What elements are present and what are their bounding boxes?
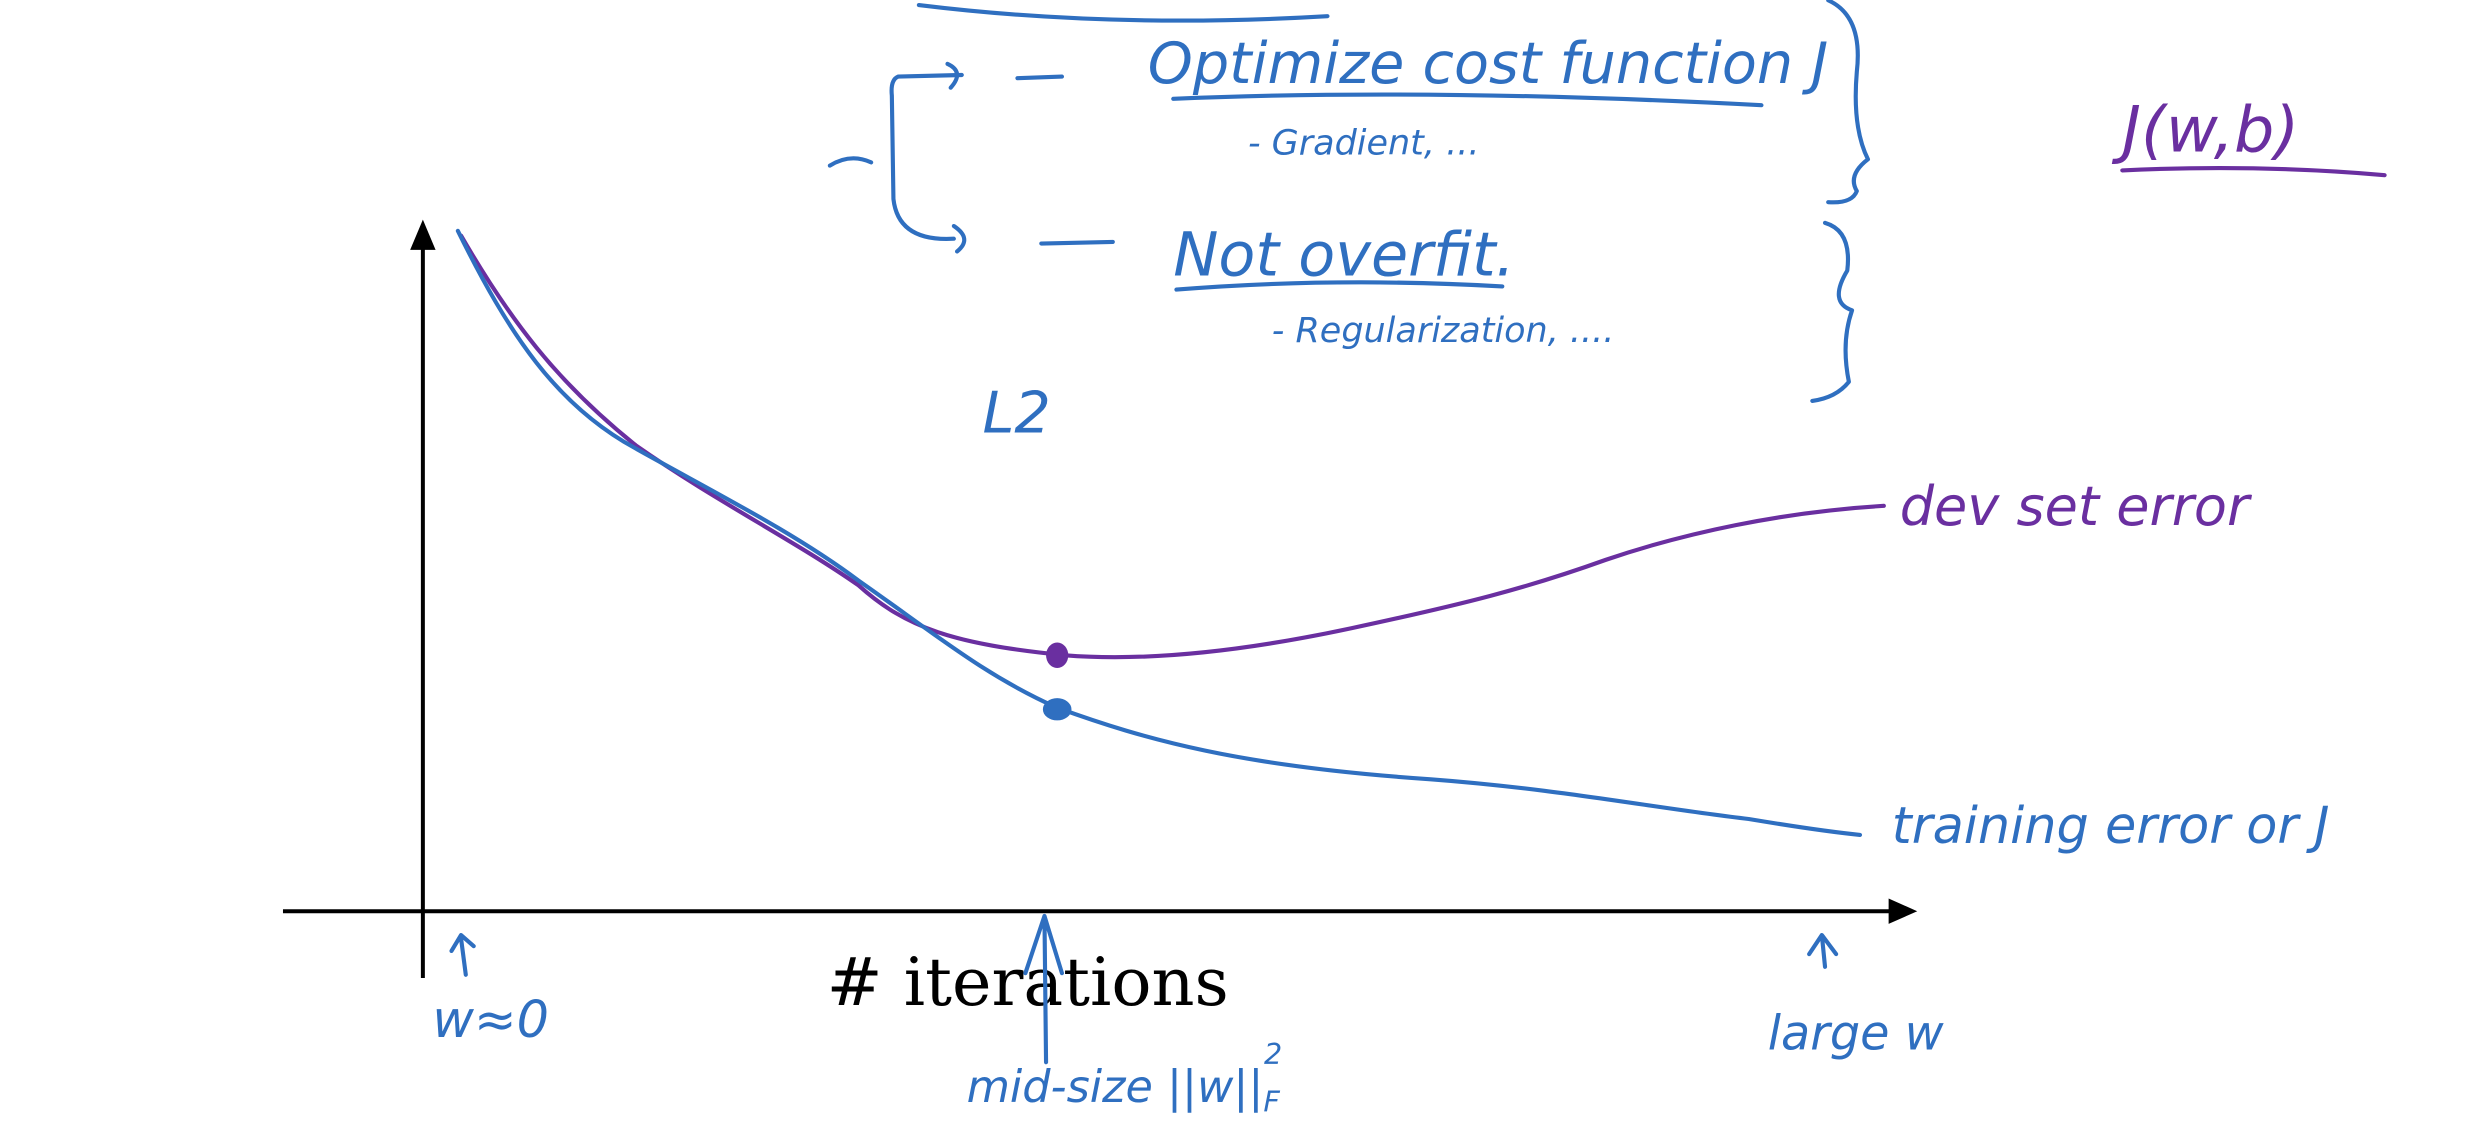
training-error-label: training error or J	[1892, 796, 2330, 855]
mid-marker-label: mid-size ||w||F 2	[967, 1037, 1283, 1119]
x-axis-arrowhead	[1888, 898, 1918, 924]
training-error-dot	[1042, 698, 1072, 721]
mid-marker-subscript: F	[1263, 1085, 1280, 1119]
not-overfit-underline	[1174, 280, 1505, 292]
dev-set-error-curve	[458, 233, 1886, 660]
left-marker-label: w≈0	[432, 990, 549, 1049]
regularization-text: - Regularization, ....	[1272, 311, 1615, 351]
right-marker-arrow	[1807, 932, 1839, 969]
mid-marker-arrow	[1023, 913, 1065, 1065]
dev-error-min-dot	[1046, 642, 1069, 668]
axes	[282, 219, 1918, 978]
bracket-arrows	[827, 61, 1115, 254]
cost-function-underline	[2120, 166, 2387, 178]
right-brace-1	[1826, 0, 1871, 205]
dev-set-error-label: dev set error	[1900, 475, 2253, 538]
optimize-cost-text: Optimize cost function J	[1148, 31, 1828, 97]
right-brace-2	[1810, 220, 1855, 403]
top-underline	[916, 2, 1330, 23]
right-marker-label: large w	[1768, 1007, 1945, 1062]
x-axis-label: # iterations	[827, 943, 1229, 1021]
mid-marker-superscript: 2	[1264, 1037, 1282, 1071]
left-marker-arrow	[449, 932, 476, 977]
training-error-curve	[455, 228, 1863, 837]
y-axis-arrowhead	[410, 219, 436, 250]
gradient-text: - Gradient, ...	[1248, 123, 1480, 163]
not-overfit-text: Not overfit.	[1173, 220, 1515, 290]
mid-marker-text: mid-size ||w||	[967, 1062, 1264, 1113]
l2-label: L2	[982, 381, 1050, 447]
cost-function-label: J(w,b)	[2111, 92, 2299, 166]
optimize-underline	[1171, 92, 1764, 108]
